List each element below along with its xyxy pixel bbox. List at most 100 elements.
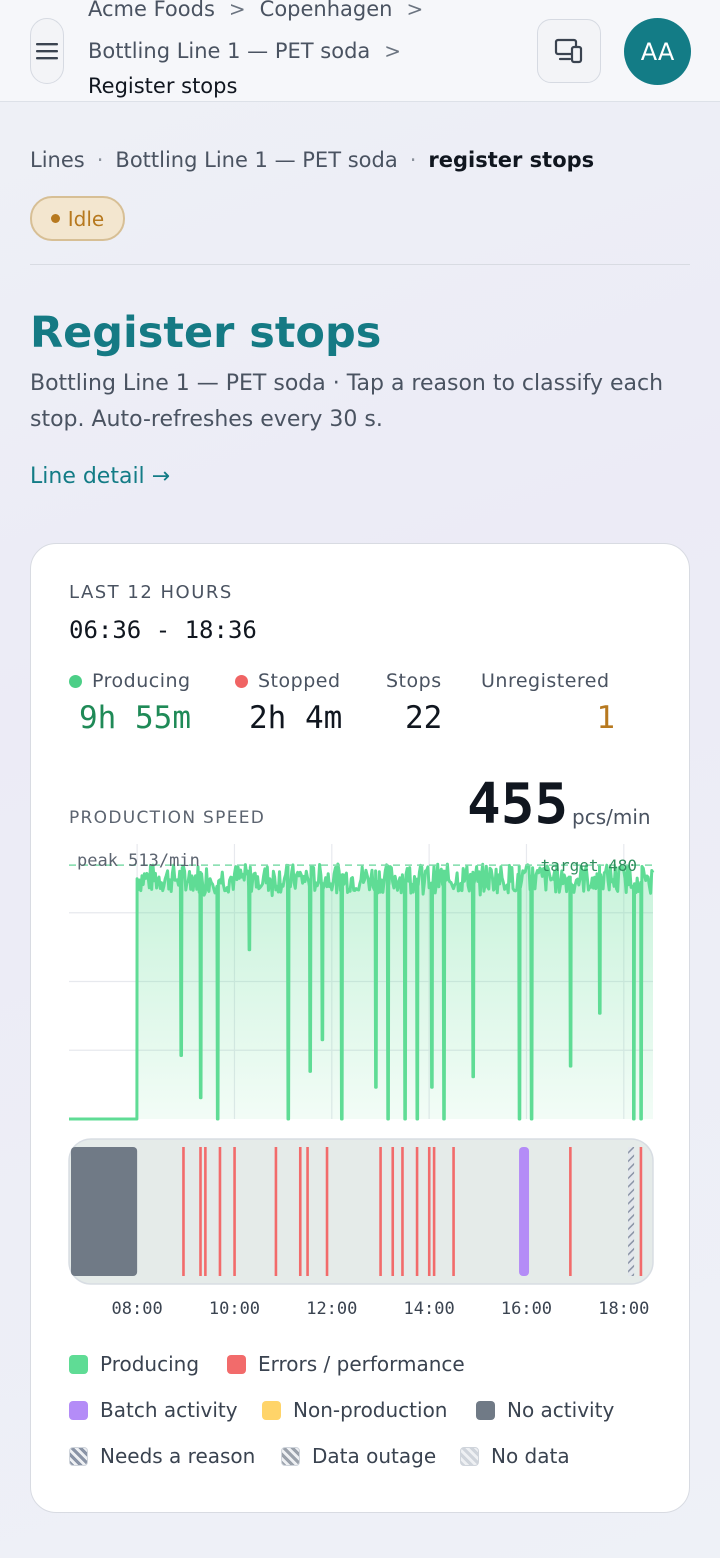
legend-item: Data outage bbox=[281, 1444, 436, 1468]
breadcrumb-current: register stops bbox=[428, 148, 595, 172]
line-detail-link[interactable]: Line detail → bbox=[30, 464, 171, 489]
legend-item: Batch activity bbox=[69, 1398, 238, 1422]
error-segment bbox=[233, 1147, 236, 1276]
legend-swatch-icon bbox=[476, 1400, 495, 1420]
legend-label: Producing bbox=[100, 1352, 200, 1376]
header-crumb-line[interactable]: Bottling Line 1 — PET soda bbox=[88, 39, 371, 63]
devices-icon bbox=[554, 38, 583, 64]
needs-reason-segment bbox=[628, 1147, 635, 1276]
stat-unregistered-label: Unregistered bbox=[481, 670, 610, 692]
error-segment bbox=[391, 1147, 395, 1276]
stat-producing-value: 9h 55m bbox=[79, 700, 191, 736]
error-segment bbox=[639, 1147, 643, 1276]
stat-stopped-label: Stopped bbox=[258, 670, 341, 692]
stat-unregistered[interactable]: Unregistered 1 bbox=[481, 670, 615, 736]
legend-label: No activity bbox=[507, 1398, 615, 1422]
breadcrumb-line[interactable]: Bottling Line 1 — PET soda bbox=[115, 148, 398, 172]
speed-area-fill bbox=[69, 864, 653, 1119]
stat-stops-label: Stops bbox=[386, 670, 442, 692]
tick-label: 08:00 bbox=[112, 1299, 163, 1319]
header-crumb-org[interactable]: Acme Foods bbox=[88, 0, 215, 21]
device-switch-button[interactable] bbox=[537, 19, 601, 83]
error-segment bbox=[204, 1147, 207, 1276]
menu-button[interactable] bbox=[30, 18, 64, 84]
separator-dot: · bbox=[409, 148, 417, 172]
producing-dot-icon bbox=[69, 674, 82, 688]
legend-label: Non-production bbox=[293, 1398, 448, 1422]
range-value: 06:36 - 18:36 bbox=[69, 616, 257, 644]
legend-swatch-icon bbox=[281, 1446, 300, 1466]
tick-label: 10:00 bbox=[209, 1299, 260, 1319]
legend-item: No data bbox=[460, 1444, 570, 1468]
target-label: target 480 bbox=[541, 856, 637, 875]
status-dot-icon bbox=[50, 214, 60, 223]
legend-item: Needs a reason bbox=[69, 1444, 255, 1468]
stat-unregistered-value: 1 bbox=[596, 700, 615, 736]
legend-item: No activity bbox=[476, 1398, 614, 1422]
stops-summary-card: LAST 12 HOURS 06:36 - 18:36 Producing 9h… bbox=[30, 543, 690, 1513]
legend-label: Batch activity bbox=[100, 1398, 238, 1422]
stat-stopped-value: 2h 4m bbox=[249, 700, 343, 736]
error-segment bbox=[569, 1147, 572, 1276]
tick-label: 14:00 bbox=[404, 1299, 455, 1319]
header-breadcrumb: Acme Foods > Copenhagen > Bottling Line 1 —… bbox=[88, 0, 508, 72]
speed-line bbox=[69, 862, 655, 1121]
error-segment bbox=[415, 1147, 419, 1276]
legend-item: Errors / performance bbox=[227, 1352, 465, 1376]
speed-area bbox=[69, 862, 655, 1121]
batch-segment bbox=[519, 1147, 530, 1276]
error-segment bbox=[306, 1147, 309, 1276]
legend-swatch-icon bbox=[227, 1354, 246, 1374]
error-segment bbox=[199, 1147, 202, 1276]
separator-dot: · bbox=[96, 148, 104, 172]
stat-producing: Producing 9h 55m bbox=[69, 670, 191, 736]
stat-stops: Stops 22 bbox=[386, 670, 442, 736]
legend-swatch-icon bbox=[460, 1446, 479, 1466]
peak-label: peak 513/min bbox=[77, 851, 200, 871]
legend-swatch-icon bbox=[69, 1400, 88, 1420]
tick-label: 12:00 bbox=[306, 1299, 357, 1319]
error-segment bbox=[427, 1147, 431, 1276]
hamburger-icon bbox=[36, 43, 58, 60]
legend-swatch-icon bbox=[262, 1400, 281, 1420]
production-speed-chart: target 480 peak 513/min 08:00 10:00 12:00 14… bbox=[68, 844, 655, 1319]
error-segment bbox=[379, 1147, 382, 1276]
range-label: LAST 12 HOURS bbox=[69, 582, 233, 603]
app-header: Acme Foods > Copenhagen > Bottling Line 1 —… bbox=[0, 0, 720, 102]
speed-unit: pcs/min bbox=[572, 805, 651, 829]
page-title: Register stops bbox=[30, 308, 382, 358]
legend-item: Producing bbox=[69, 1352, 199, 1376]
header-crumb-site[interactable]: Copenhagen bbox=[259, 0, 393, 21]
state-timeline[interactable] bbox=[68, 1138, 654, 1285]
time-axis: 08:00 10:00 12:00 14:00 16:00 18:00 bbox=[112, 1299, 650, 1319]
stat-stopped: Stopped 2h 4m bbox=[235, 670, 342, 736]
speed-label: PRODUCTION SPEED bbox=[69, 808, 266, 828]
stat-stops-value: 22 bbox=[405, 700, 443, 736]
legend-swatch-icon bbox=[69, 1354, 88, 1374]
stopped-dot-icon bbox=[235, 674, 248, 688]
breadcrumb-lines[interactable]: Lines bbox=[30, 148, 85, 172]
header-crumb-current: Register stops bbox=[88, 74, 238, 98]
legend-swatch-icon bbox=[69, 1446, 88, 1466]
stat-producing-label: Producing bbox=[92, 670, 191, 692]
error-segment bbox=[432, 1147, 436, 1276]
chevron-right-icon: > bbox=[406, 0, 424, 21]
legend-item: Non-production bbox=[262, 1398, 447, 1422]
error-segment bbox=[452, 1147, 455, 1276]
legend-label: No data bbox=[491, 1444, 570, 1468]
chevron-right-icon: > bbox=[384, 39, 402, 63]
status-badge: Idle bbox=[30, 196, 125, 241]
breadcrumb: Lines · Bottling Line 1 — PET soda · registe… bbox=[30, 148, 594, 172]
tick-label: 16:00 bbox=[501, 1299, 552, 1319]
timeline-track bbox=[68, 1138, 654, 1285]
chart-annotations: target 480 peak 513/min bbox=[69, 851, 653, 875]
page-subtitle: Bottling Line 1 — PET soda · Tap a reaso… bbox=[30, 371, 664, 432]
chevron-right-icon: > bbox=[228, 0, 246, 21]
error-segment bbox=[218, 1147, 222, 1276]
error-segment bbox=[325, 1147, 329, 1276]
no-activity-segment bbox=[71, 1147, 138, 1276]
user-avatar[interactable]: AA bbox=[624, 18, 691, 85]
status-label: Idle bbox=[67, 206, 105, 231]
legend-label: Needs a reason bbox=[100, 1444, 256, 1468]
error-segment bbox=[298, 1147, 302, 1276]
